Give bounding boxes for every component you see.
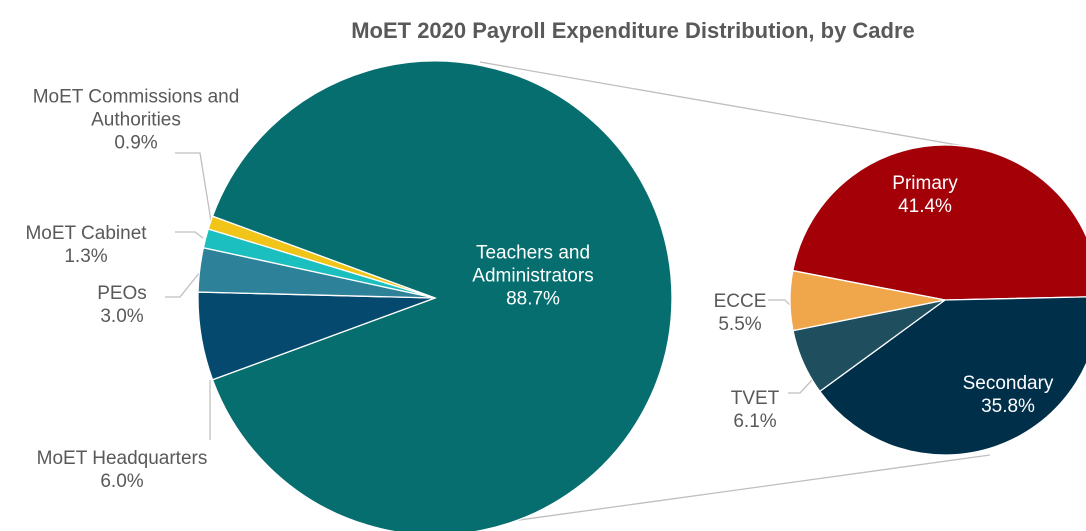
- data-label: Secondary 35.8%: [938, 372, 1078, 418]
- data-label: Primary 41.4%: [865, 172, 985, 218]
- category-label: PEOs: [97, 283, 147, 304]
- connector-line: [504, 454, 991, 523]
- data-label: MoET Headquarters 6.0%: [2, 447, 242, 493]
- category-label: TVET: [730, 388, 780, 409]
- category-label: Primary: [892, 173, 958, 194]
- pie-slice: [789, 269, 946, 332]
- leader-line: [175, 231, 204, 239]
- connector-line: [479, 61, 976, 149]
- value-label: 0.9%: [114, 132, 158, 154]
- category-label: MoET Commissions and Authorities: [32, 86, 240, 131]
- data-label: ECCE 5.5%: [700, 290, 780, 336]
- value-label: 5.5%: [718, 314, 762, 335]
- pie-slice: [207, 215, 436, 299]
- pie-slice: [792, 144, 1086, 301]
- pie-slice: [211, 60, 673, 531]
- category-label: MoET Headquarters: [36, 448, 208, 469]
- data-label: Teachers and Administrators 88.7%: [443, 242, 623, 311]
- value-label: 1.3%: [64, 246, 108, 267]
- category-label: Secondary: [962, 373, 1054, 394]
- value-label: 41.4%: [898, 196, 952, 217]
- data-label: PEOs 3.0%: [62, 282, 182, 328]
- category-label: Teachers and Administrators: [472, 242, 594, 287]
- data-label: MoET Commissions and Authorities 0.9%: [16, 86, 256, 155]
- value-label: 3.0%: [100, 306, 144, 327]
- pie-slice: [818, 296, 1086, 456]
- leader-line: [175, 152, 212, 222]
- value-label: 6.1%: [733, 411, 777, 432]
- data-label: MoET Cabinet 1.3%: [0, 222, 176, 268]
- category-label: MoET Cabinet: [25, 223, 147, 244]
- value-label: 88.7%: [506, 288, 560, 310]
- leader-line: [165, 271, 201, 298]
- value-label: 35.8%: [981, 396, 1035, 417]
- chart-title: MoET 2020 Payroll Expenditure Distributi…: [351, 18, 915, 43]
- category-label: ECCE: [713, 291, 767, 312]
- value-label: 6.0%: [100, 471, 144, 492]
- data-label: TVET 6.1%: [715, 387, 795, 433]
- leader-line: [788, 379, 813, 394]
